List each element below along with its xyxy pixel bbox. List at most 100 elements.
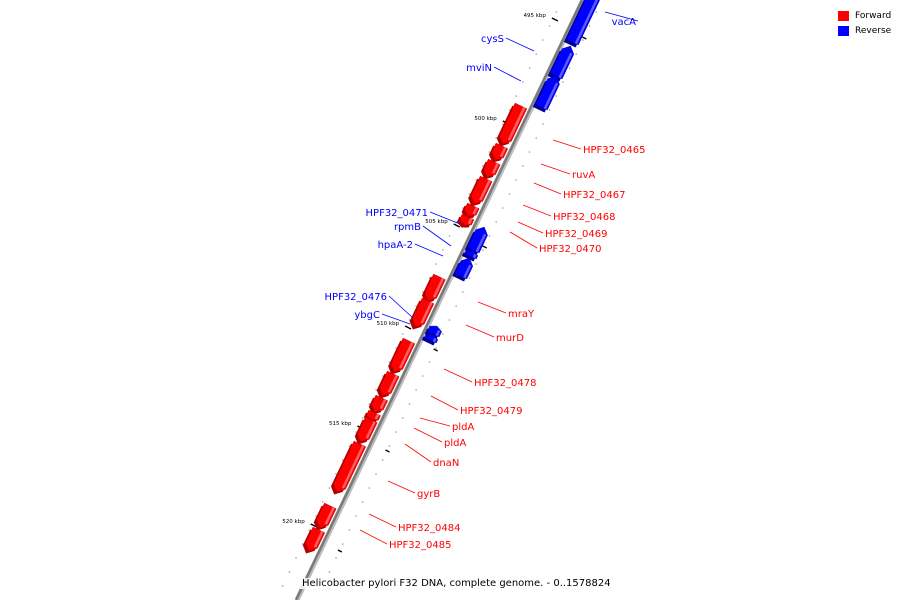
gene-label[interactable]: HPF32_0468 — [553, 212, 615, 223]
gene-label[interactable]: HPF32_0467 — [563, 190, 625, 201]
track-dot — [522, 81, 524, 83]
track-dot — [442, 249, 444, 251]
gene-arrow[interactable] — [407, 297, 435, 333]
track-dot — [515, 179, 517, 181]
gene-leader-line — [430, 395, 459, 411]
gene-arrow[interactable] — [456, 213, 475, 231]
gene-label[interactable]: HPF32_0465 — [583, 145, 645, 156]
gene-arrow[interactable] — [352, 416, 378, 448]
gene-label[interactable]: HPF32_0479 — [460, 406, 522, 417]
track-dot — [381, 375, 384, 377]
track-dot — [321, 501, 324, 503]
scale-tick — [551, 17, 559, 22]
track-dot — [528, 151, 531, 153]
gene-label[interactable]: vacA — [612, 17, 637, 28]
gene-label[interactable]: murD — [496, 333, 524, 344]
track-dot — [375, 389, 377, 391]
gene-arrow-body — [470, 175, 493, 205]
track-dot — [595, 11, 598, 13]
gene-label[interactable]: hpaA-2 — [378, 240, 413, 251]
track-dot — [508, 109, 511, 111]
track-dot — [361, 501, 364, 503]
track-dot — [542, 123, 544, 125]
track-dot — [315, 515, 317, 517]
gene-arrow[interactable] — [374, 370, 400, 402]
gene-arrow[interactable] — [424, 323, 443, 340]
gene-label[interactable]: pldA — [452, 422, 474, 433]
gene-arrow-body — [499, 102, 528, 145]
gene-arrow-highlight — [374, 413, 380, 420]
track-dot — [428, 361, 431, 363]
gene-arrow[interactable] — [466, 175, 493, 210]
gene-label[interactable]: HPF32_0476 — [325, 292, 387, 303]
gene-arrow-highlight — [463, 264, 472, 279]
track-dot — [328, 487, 331, 489]
forward-swatch — [838, 10, 849, 21]
track-dot — [328, 571, 331, 573]
gene-label[interactable]: rpmB — [394, 222, 421, 233]
gene-arrow[interactable] — [300, 526, 326, 557]
track-dot — [468, 277, 471, 279]
track-dot — [495, 137, 498, 139]
track-dot — [295, 557, 297, 559]
gene-label[interactable]: mviN — [466, 63, 492, 74]
gene-label[interactable]: HPF32_0485 — [389, 540, 451, 551]
gene-label[interactable]: ybgC — [354, 310, 380, 321]
gene-label[interactable]: HPF32_0470 — [539, 244, 601, 255]
gene-arrow[interactable] — [328, 440, 367, 498]
gene-arrow[interactable] — [461, 248, 479, 262]
gene-arrow-body — [535, 75, 560, 111]
gene-leader-line — [604, 11, 639, 22]
track-dot — [528, 67, 531, 69]
gene-arrow[interactable] — [494, 102, 528, 150]
gene-label[interactable]: HPF32_0484 — [398, 523, 460, 534]
gene-label[interactable]: HPF32_0471 — [366, 208, 428, 219]
gene-label[interactable]: pldA — [444, 438, 466, 449]
gene-leader-line — [477, 301, 507, 314]
minor-tick — [482, 245, 488, 249]
gene-arrow[interactable] — [419, 273, 446, 307]
scale-tick-label: 505 kbp — [425, 219, 448, 225]
gene-arrow[interactable] — [421, 332, 439, 346]
gene-leader-line — [381, 313, 411, 325]
track-dot — [462, 207, 464, 209]
gene-leader-line — [413, 427, 443, 443]
track-dot — [588, 25, 591, 27]
gene-arrow[interactable] — [487, 142, 509, 166]
gene-label[interactable]: gyrB — [417, 489, 440, 500]
gene-arrow-body — [550, 45, 575, 80]
gene-label[interactable]: HPF32_0478 — [474, 378, 536, 389]
track-dot — [568, 67, 571, 69]
gene-arrow[interactable] — [563, 0, 602, 48]
track-dot — [535, 137, 538, 139]
gene-arrow[interactable] — [479, 158, 501, 183]
gene-label[interactable]: cysS — [481, 34, 504, 45]
track-dot — [462, 291, 464, 293]
track-dot — [355, 515, 357, 517]
track-dot — [395, 431, 397, 433]
gene-label[interactable]: HPF32_0469 — [545, 229, 607, 240]
gene-arrow[interactable] — [464, 224, 490, 256]
gene-arrow[interactable] — [366, 394, 388, 418]
scale-tick-label: 510 kbp — [377, 321, 400, 327]
gene-arrow[interactable] — [386, 337, 416, 378]
gene-arrow[interactable] — [547, 43, 577, 82]
gene-leader-line — [493, 66, 522, 82]
gene-arrow-highlight — [324, 506, 335, 525]
gene-arrow[interactable] — [532, 73, 562, 113]
gene-arrow[interactable] — [452, 255, 475, 282]
track-dot — [502, 207, 504, 209]
gene-label[interactable]: ruvA — [572, 170, 595, 181]
track-dot — [482, 165, 484, 167]
gene-arrow[interactable] — [460, 202, 480, 222]
track-dot — [482, 249, 484, 251]
gene-arrow-body — [357, 416, 378, 443]
gene-arrow-highlight — [313, 530, 324, 548]
gene-arrow-highlight — [543, 82, 559, 110]
track-dot — [348, 445, 351, 447]
gene-arrow-highlight — [558, 52, 573, 79]
gene-leader-line — [414, 243, 444, 257]
gene-label[interactable]: dnaN — [433, 458, 459, 469]
gene-arrow[interactable] — [311, 502, 337, 534]
gene-label[interactable]: mraY — [508, 309, 535, 320]
